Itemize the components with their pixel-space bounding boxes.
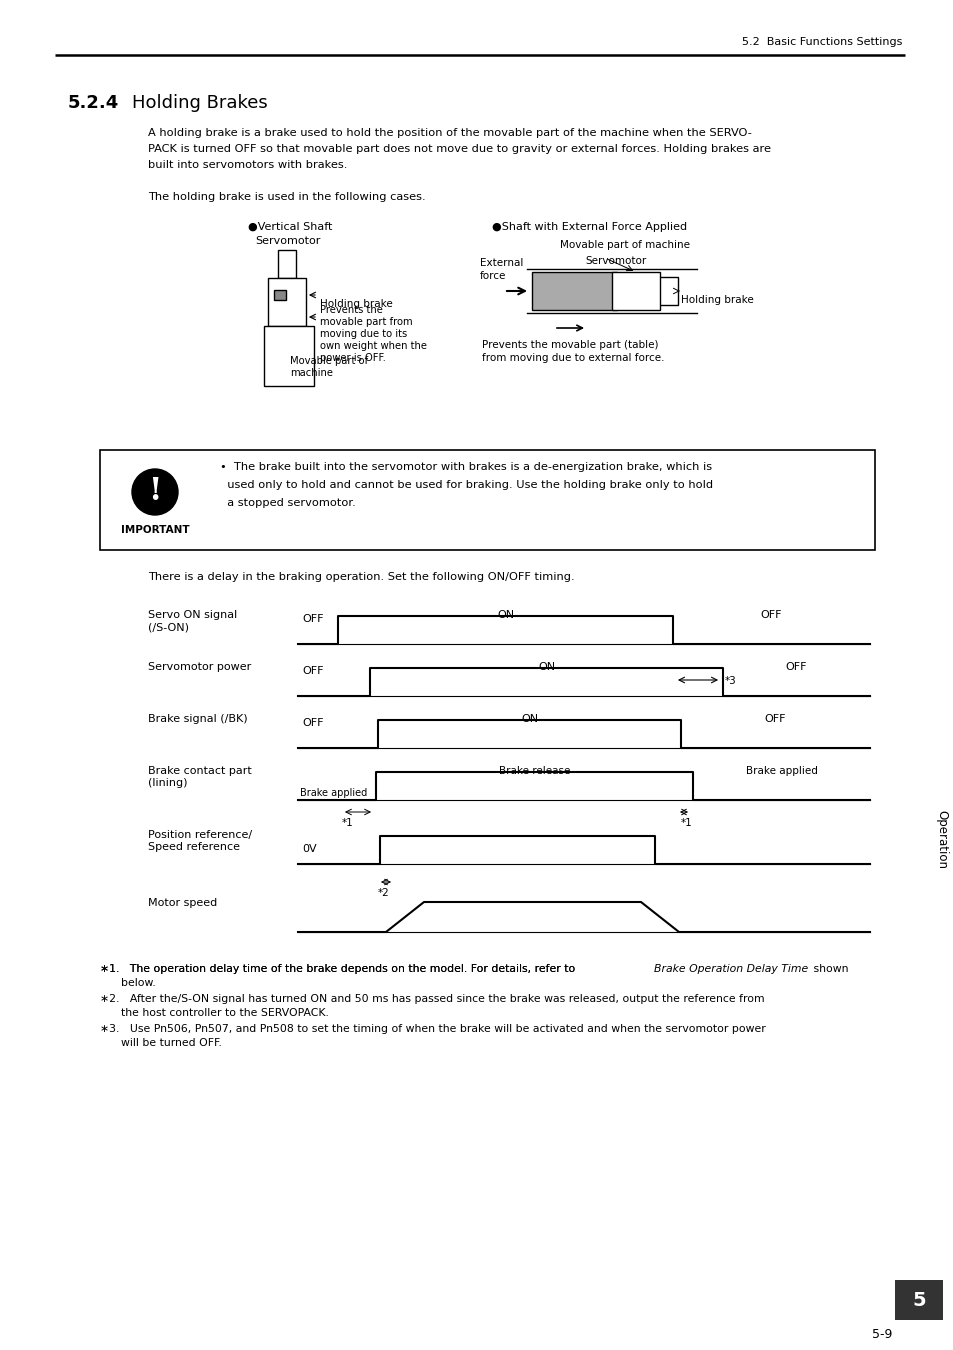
Text: IMPORTANT: IMPORTANT [121,525,189,535]
Text: Servomotor: Servomotor [584,256,645,266]
Bar [274,290,286,300]
Text: Movable part of machine: Movable part of machine [559,240,689,250]
Text: used only to hold and cannot be used for braking. Use the holding brake only to : used only to hold and cannot be used for… [220,481,713,490]
Text: Speed reference: Speed reference [148,842,240,852]
Bar [532,271,617,310]
Text: *3: *3 [724,676,736,686]
Text: Operation: Operation [935,810,947,869]
Text: !: ! [148,477,161,508]
Text: 5: 5 [911,1291,924,1310]
Text: movable part from: movable part from [319,317,413,327]
Text: *2: *2 [377,888,390,898]
Text: 5.2.4: 5.2.4 [68,95,119,112]
Text: The holding brake is used in the following cases.: The holding brake is used in the followi… [148,192,425,202]
Text: below.: below. [100,977,155,988]
Text: the host controller to the SERVOPACK.: the host controller to the SERVOPACK. [100,1008,329,1018]
Text: Brake Operation Delay Time: Brake Operation Delay Time [654,964,807,973]
Text: Brake signal (/BK): Brake signal (/BK) [148,714,248,724]
Text: ●Vertical Shaft: ●Vertical Shaft [248,221,332,232]
Bar [612,271,659,310]
Text: Movable part of: Movable part of [290,356,368,366]
Text: OFF: OFF [764,714,785,724]
Text: ∗1.   The operation delay time of the brake depends on the model. For details, r: ∗1. The operation delay time of the brak… [100,964,578,973]
Text: ON: ON [520,714,537,724]
Text: ON: ON [497,610,514,620]
Text: machine: machine [290,369,333,378]
Text: from moving due to external force.: from moving due to external force. [481,352,664,363]
Text: ON: ON [537,662,555,672]
Text: Servomotor: Servomotor [254,236,320,246]
Text: Motor speed: Motor speed [148,898,217,909]
Text: Brake release: Brake release [498,765,570,776]
Circle shape [132,468,178,514]
Text: (lining): (lining) [148,778,188,788]
Text: ∗2.   After the/S-ON signal has turned ON and 50 ms has passed since the brake w: ∗2. After the/S-ON signal has turned ON … [100,994,763,1004]
Text: *1: *1 [341,818,354,828]
Text: will be turned OFF.: will be turned OFF. [100,1038,222,1048]
Text: OFF: OFF [302,614,323,624]
Text: OFF: OFF [760,610,781,620]
Bar [658,277,678,305]
Text: (/S-ON): (/S-ON) [148,622,189,632]
Text: Servomotor power: Servomotor power [148,662,251,672]
Text: There is a delay in the braking operation. Set the following ON/OFF timing.: There is a delay in the braking operatio… [148,572,574,582]
Text: power is OFF.: power is OFF. [319,352,385,363]
Text: PACK is turned OFF so that movable part does not move due to gravity or external: PACK is turned OFF so that movable part … [148,144,770,154]
Text: force: force [479,271,506,281]
Text: ∗1.   The operation delay time of the brake depends on the model. For details, r: ∗1. The operation delay time of the brak… [100,964,578,973]
Text: a stopped servomotor.: a stopped servomotor. [220,498,355,508]
Bar [264,325,314,386]
Text: ●Shaft with External Force Applied: ●Shaft with External Force Applied [492,221,686,232]
Text: Prevents the: Prevents the [319,305,382,315]
Text: Position reference/: Position reference/ [148,830,252,840]
Text: •  The brake built into the servomotor with brakes is a de-energization brake, w: • The brake built into the servomotor wi… [220,462,711,472]
Text: Servo ON signal: Servo ON signal [148,610,237,620]
Text: Brake applied: Brake applied [745,765,817,776]
Text: OFF: OFF [302,666,323,676]
Text: OFF: OFF [785,662,806,672]
Text: 5.2  Basic Functions Settings: 5.2 Basic Functions Settings [740,36,901,47]
Bar [894,1280,942,1320]
Text: Holding brake: Holding brake [319,298,393,309]
Text: Brake applied: Brake applied [299,788,367,798]
Bar [100,450,874,549]
Text: ∗3.   Use Pn506, Pn507, and Pn508 to set the timing of when the brake will be ac: ∗3. Use Pn506, Pn507, and Pn508 to set t… [100,1025,765,1034]
Text: 5-9: 5-9 [871,1327,891,1341]
Text: Holding brake: Holding brake [680,296,753,305]
Text: A holding brake is a brake used to hold the position of the movable part of the : A holding brake is a brake used to hold … [148,128,751,138]
Text: External: External [479,258,523,269]
Text: built into servomotors with brakes.: built into servomotors with brakes. [148,161,347,170]
Text: own weight when the: own weight when the [319,342,427,351]
Bar [277,250,295,278]
Text: Brake contact part: Brake contact part [148,765,252,776]
Text: 0V: 0V [302,844,316,855]
Bar [268,278,306,325]
Text: moving due to its: moving due to its [319,329,407,339]
Text: Holding Brakes: Holding Brakes [132,95,268,112]
Text: Prevents the movable part (table): Prevents the movable part (table) [481,340,658,350]
Text: OFF: OFF [302,718,323,728]
Text: *1: *1 [680,818,692,828]
Text: shown: shown [809,964,847,973]
